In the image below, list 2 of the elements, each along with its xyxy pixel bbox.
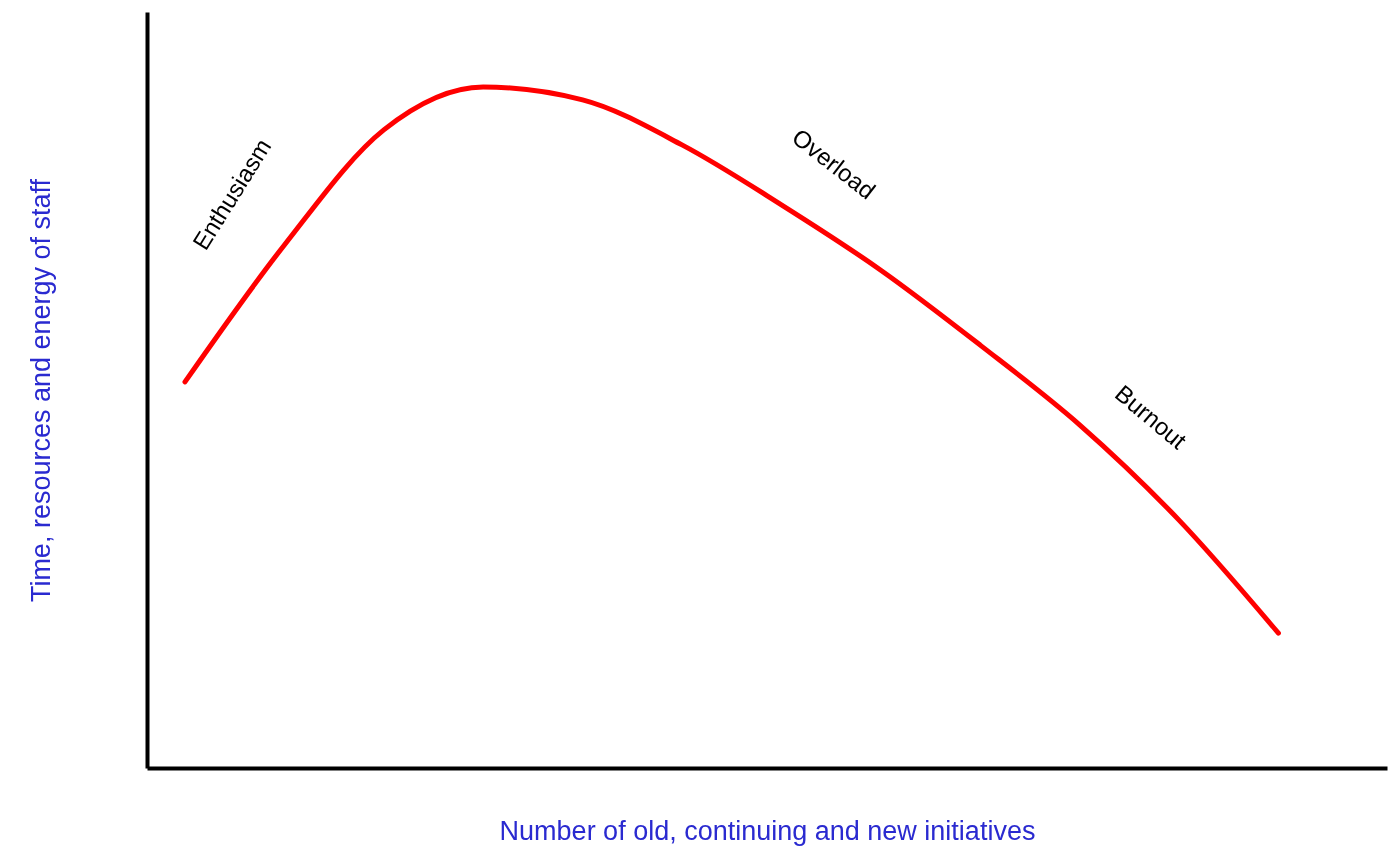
x-axis-title: Number of old, continuing and new initiatives [499, 815, 1036, 846]
y-axis-title: Time, resources and energy of staff [25, 178, 56, 603]
